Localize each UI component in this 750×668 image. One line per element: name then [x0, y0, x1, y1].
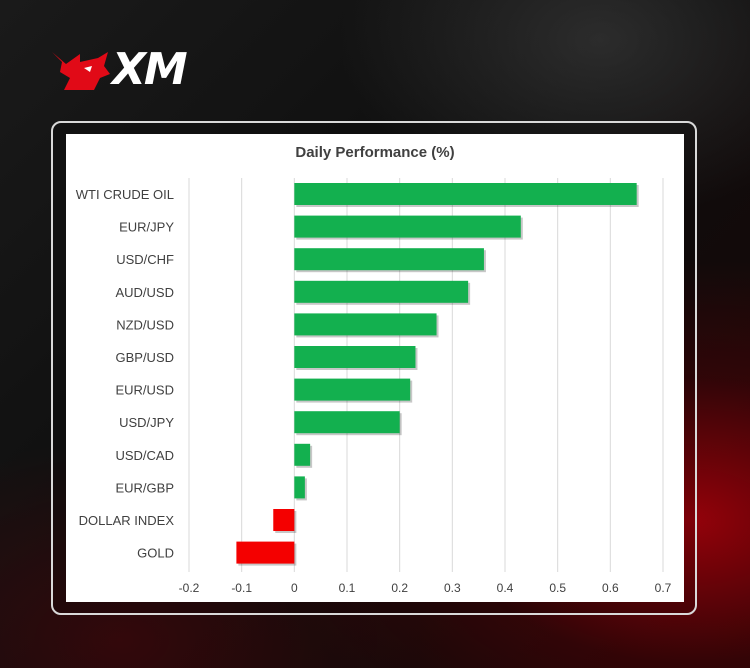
chart-container: Daily Performance (%) -0.2 -0.1 0 0.1 0.2 0.3…: [66, 134, 684, 602]
category-label: GBP/USD: [115, 350, 174, 365]
logo-text: XM: [112, 44, 188, 95]
x-tick-label: 0.3: [444, 581, 461, 595]
bar: [294, 476, 305, 499]
bar: [294, 280, 469, 303]
bar: [294, 313, 437, 336]
chart-title: Daily Performance (%): [295, 144, 455, 161]
x-tick-label: 0: [291, 581, 298, 595]
x-tick-label: 0.6: [602, 581, 619, 595]
category-label: EUR/USD: [115, 383, 174, 398]
bar: [294, 215, 521, 238]
bar: [294, 378, 411, 401]
category-label: USD/CAD: [115, 448, 174, 463]
bar-chart: -0.2 -0.1 0 0.1 0.2 0.3 0.4 0.5 0.6 0.7 WTI CRUDE …: [76, 178, 672, 595]
x-tick-label: -0.2: [179, 581, 200, 595]
bull-head-icon: [52, 52, 110, 90]
x-tick-label: 0.4: [497, 581, 514, 595]
bar: [294, 183, 637, 205]
x-tick-label: 0.7: [655, 581, 672, 595]
category-label: USD/JPY: [119, 415, 174, 430]
category-label: NZD/USD: [116, 317, 174, 332]
category-label: EUR/GBP: [115, 480, 174, 495]
category-label: WTI CRUDE OIL: [76, 187, 174, 202]
category-label: DOLLAR INDEX: [79, 513, 175, 528]
category-label: AUD/USD: [115, 285, 174, 300]
x-tick-label: 0.1: [339, 581, 356, 595]
bar: [294, 248, 484, 271]
category-label: USD/CHF: [116, 252, 174, 267]
x-tick-label: -0.1: [231, 581, 252, 595]
x-tick-label: 0.2: [391, 581, 408, 595]
bar: [273, 509, 295, 531]
bar: [294, 346, 416, 368]
xm-logo: XM: [50, 44, 210, 95]
bar: [294, 411, 400, 434]
bar: [294, 443, 311, 466]
bar: [236, 541, 295, 564]
category-label: EUR/JPY: [119, 220, 174, 235]
category-label: GOLD: [137, 546, 174, 561]
x-tick-label: 0.5: [549, 581, 566, 595]
